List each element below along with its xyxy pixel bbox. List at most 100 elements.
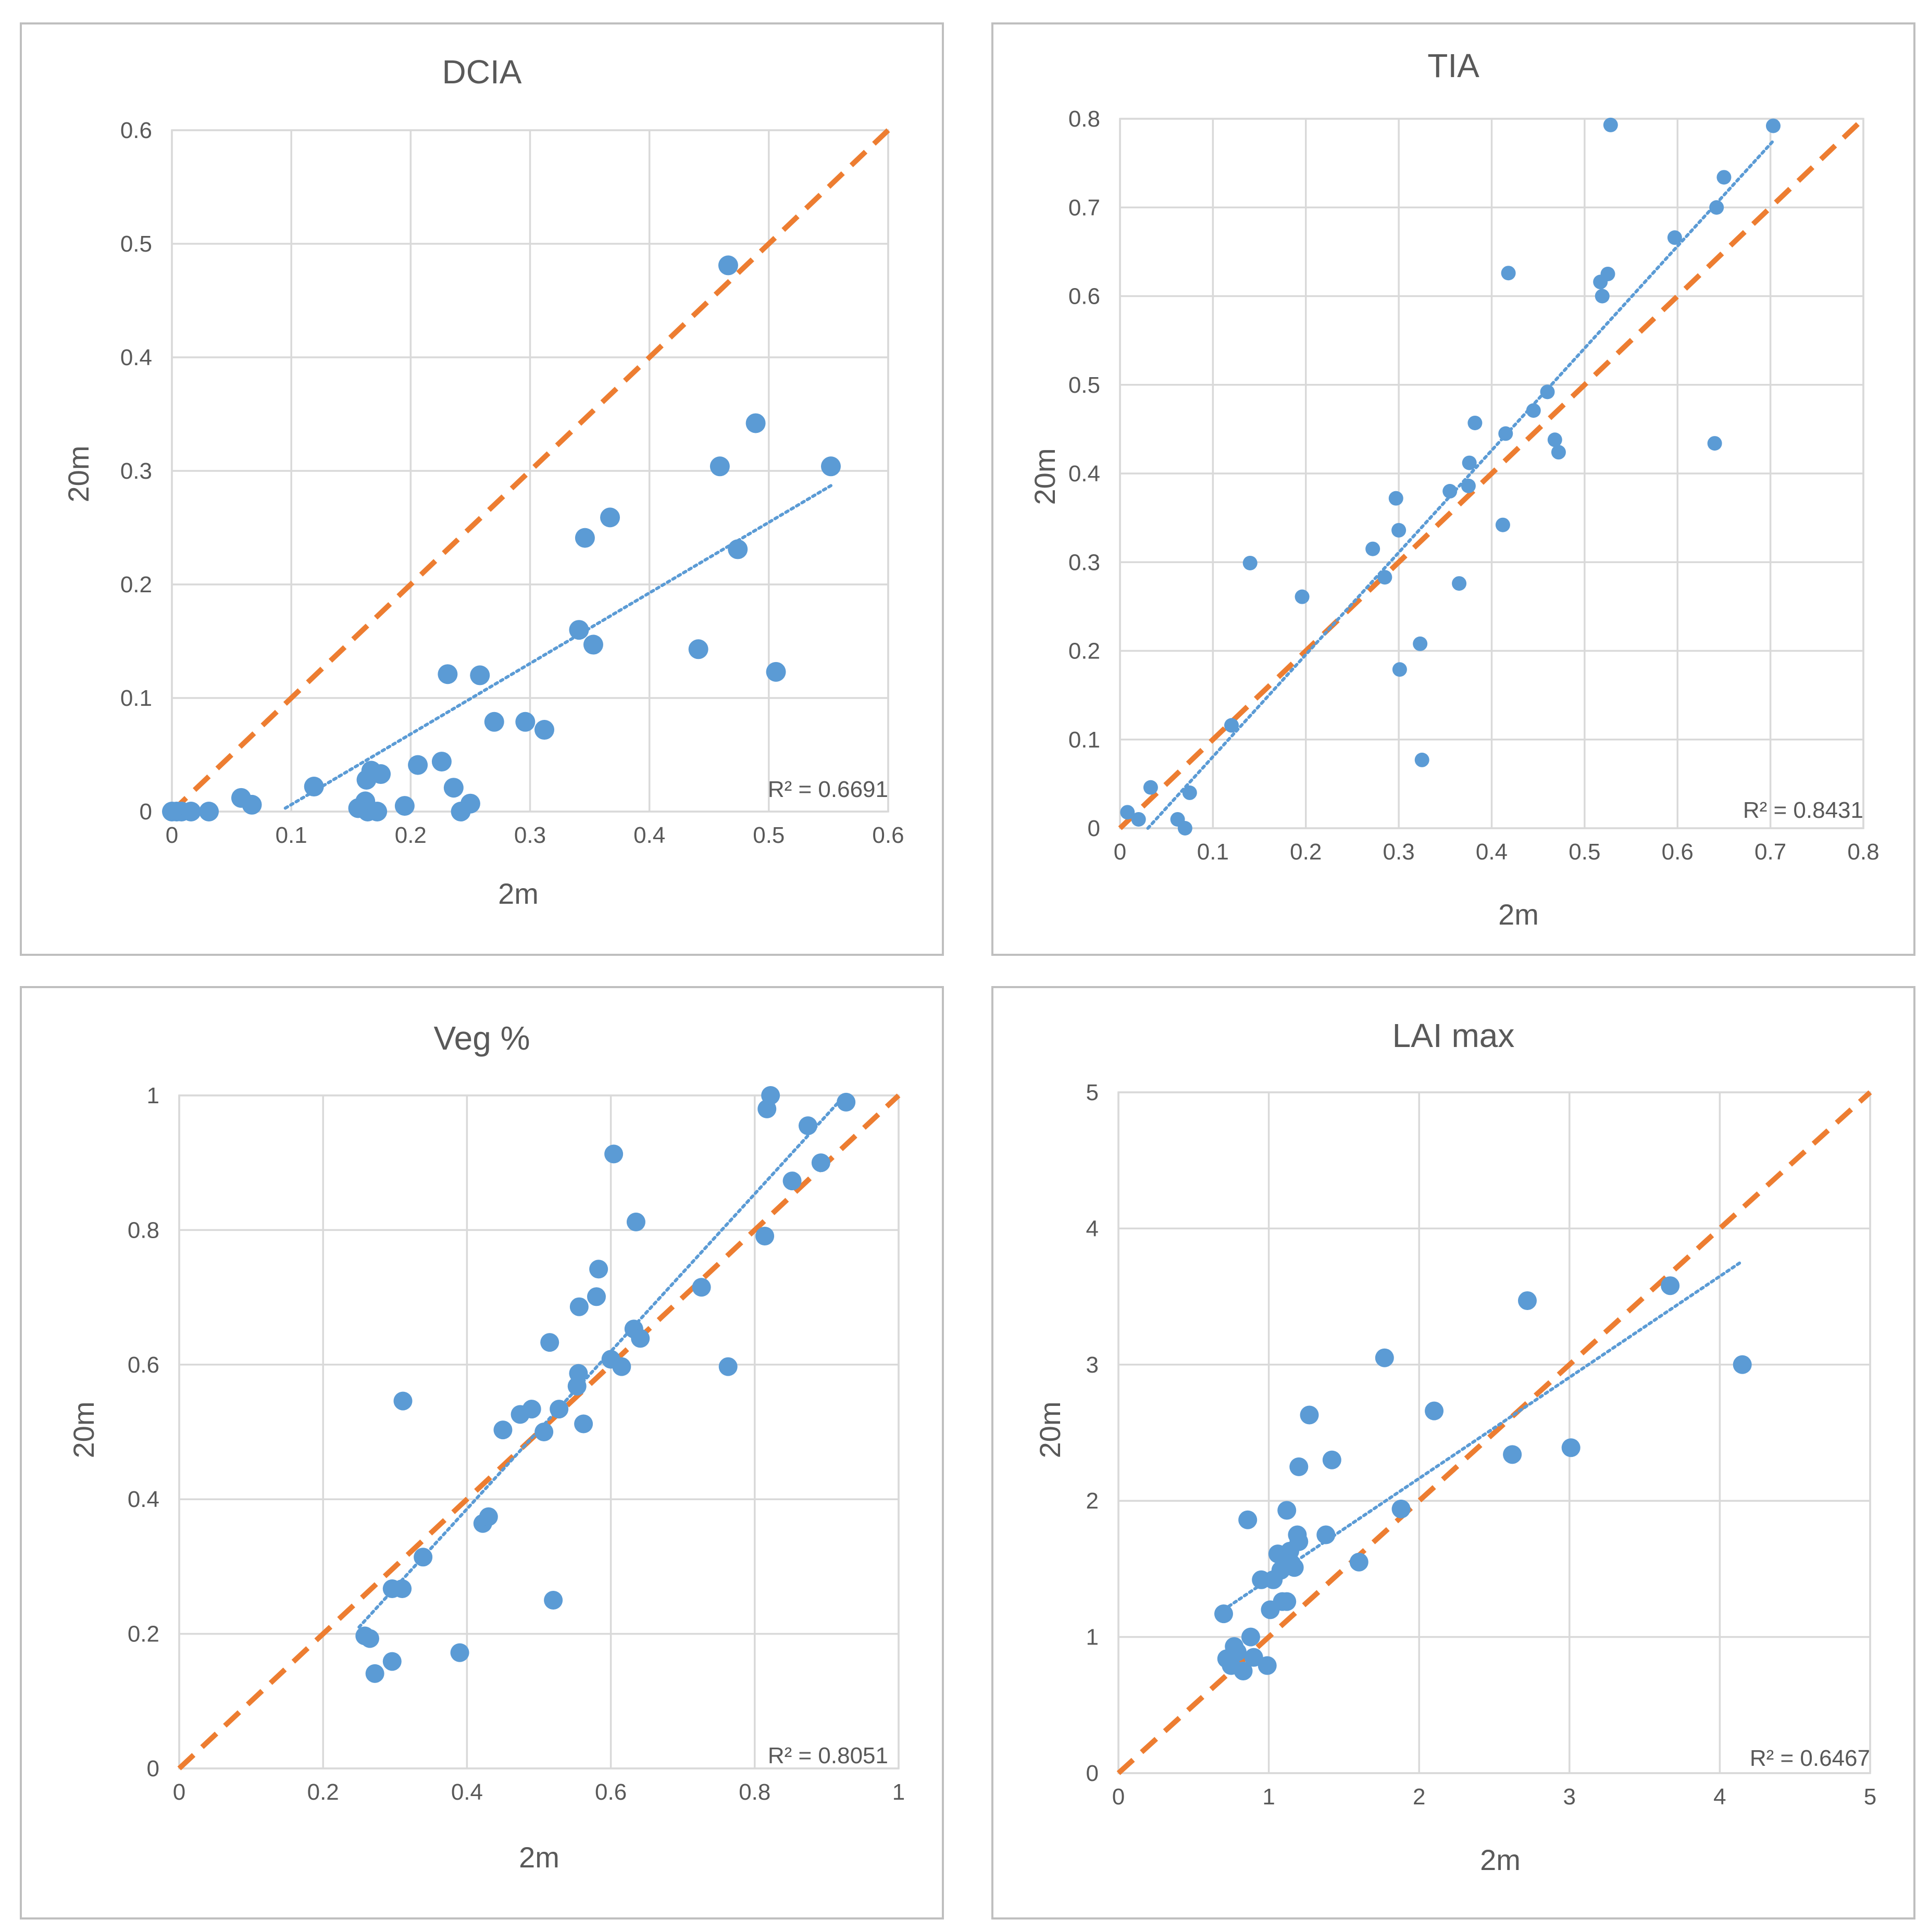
data-point [181, 802, 201, 821]
y-tick-label: 0.2 [128, 1622, 159, 1647]
x-tick-label: 0.3 [1383, 839, 1415, 865]
data-point [460, 793, 480, 814]
data-point [1547, 432, 1562, 447]
data-point [583, 634, 603, 655]
y-tick-label: 0.5 [120, 231, 152, 257]
data-point [1244, 1648, 1263, 1667]
y-tick-label: 0.4 [1068, 461, 1100, 487]
trendline [1146, 139, 1775, 830]
data-point [522, 1400, 541, 1419]
data-point [1365, 541, 1380, 556]
data-point [515, 712, 536, 732]
one-to-one-line [170, 128, 890, 814]
x-tick-label: 0.6 [595, 1779, 627, 1805]
data-point [1603, 117, 1618, 132]
data-point [1377, 570, 1392, 585]
x-tick-label: 2 [1413, 1784, 1425, 1810]
data-point [688, 639, 708, 659]
data-point [365, 1664, 384, 1683]
data-point [1600, 266, 1615, 281]
data-point [304, 777, 324, 797]
data-point [1495, 517, 1510, 532]
data-point [1716, 170, 1732, 185]
data-point [1289, 1457, 1309, 1476]
data-point [1391, 1499, 1411, 1518]
y-tick-label: 2 [1086, 1488, 1099, 1514]
data-point [1258, 1656, 1277, 1675]
y-tick-label: 0.1 [120, 685, 152, 711]
data-point [242, 794, 262, 815]
data-point [1182, 785, 1197, 800]
data-point [569, 1297, 589, 1316]
y-tick-label: 3 [1086, 1352, 1099, 1378]
r-squared-label: R² = 0.6467 [1750, 1746, 1870, 1771]
data-point [569, 1364, 588, 1383]
panel-frame [20, 986, 944, 1919]
data-point [1285, 1558, 1304, 1577]
data-point [431, 752, 452, 772]
data-point [1388, 491, 1403, 506]
data-points [162, 255, 841, 821]
data-point [569, 620, 589, 640]
x-tick-label: 4 [1713, 1784, 1726, 1810]
y-tick-label: 0.3 [120, 458, 152, 484]
data-point [1277, 1501, 1297, 1520]
data-point [1467, 415, 1483, 430]
data-point [728, 539, 748, 559]
x-tick-label: 0.5 [753, 822, 785, 848]
data-point [1526, 403, 1541, 418]
y-tick-label: 0 [147, 1756, 159, 1781]
data-point [540, 1333, 559, 1352]
panel-tia: TIA 0 0.1 0.2 0.3 0.4 0.5 0.6 0.7 0.8 0 0.1 0.2 0.3… [991, 22, 1915, 956]
data-point [1503, 1445, 1522, 1464]
panel-dcia: DCIA 0 0.1 0.2 0.3 0.4 0.5 0.6 0 0.1 0.2 0.3 0.4 0.… [20, 22, 944, 956]
panel-frame [991, 986, 1915, 1919]
data-point [371, 764, 391, 784]
data-point [479, 1507, 498, 1526]
data-point [1241, 1627, 1260, 1647]
x-tick-label: 1 [892, 1779, 905, 1805]
data-point [1120, 805, 1135, 820]
r-squared-label: R² = 0.6691 [768, 777, 888, 802]
y-tick-label: 0 [1088, 816, 1100, 841]
trendline [1222, 1260, 1744, 1612]
x-tick-label: 1 [1262, 1784, 1275, 1810]
x-tick-label: 0 [1114, 839, 1126, 865]
plot-area [1117, 1091, 1871, 1774]
x-axis-label: 2m [519, 1841, 559, 1874]
y-tick-label: 0.4 [128, 1487, 159, 1512]
data-point [1131, 812, 1146, 827]
data-point [470, 665, 490, 685]
data-point [745, 413, 766, 433]
data-point [382, 1652, 402, 1671]
data-point [1238, 1510, 1258, 1529]
data-point [1667, 230, 1682, 245]
x-tick-label: 0.4 [451, 1779, 483, 1805]
data-point [1316, 1525, 1336, 1544]
y-axis-label: 20m [1028, 448, 1061, 505]
x-tick-label: 5 [1864, 1784, 1876, 1810]
data-point [811, 1153, 830, 1173]
data-point [408, 755, 428, 775]
y-tick-labels: 0 0.1 0.2 0.3 0.4 0.5 0.6 0.7 0.8 [1068, 106, 1100, 841]
y-tick-label: 0.2 [1068, 639, 1100, 664]
data-point [761, 1086, 780, 1105]
x-tick-label: 0.6 [872, 822, 904, 848]
data-point [1391, 522, 1407, 538]
data-point [1177, 821, 1192, 836]
one-to-one-line [177, 1093, 901, 1771]
data-point [1442, 484, 1458, 499]
chart-title: LAI max [1392, 1017, 1515, 1054]
data-point [710, 456, 730, 477]
data-point [574, 1414, 593, 1434]
data-point [534, 720, 554, 740]
x-axis-label: 2m [1480, 1843, 1521, 1876]
data-point [1425, 1401, 1444, 1420]
x-tick-label: 0.8 [739, 1779, 770, 1805]
data-point [493, 1420, 513, 1440]
data-point [1498, 426, 1513, 441]
data-point [587, 1287, 606, 1306]
data-point [631, 1329, 650, 1348]
data-point [1224, 718, 1239, 733]
